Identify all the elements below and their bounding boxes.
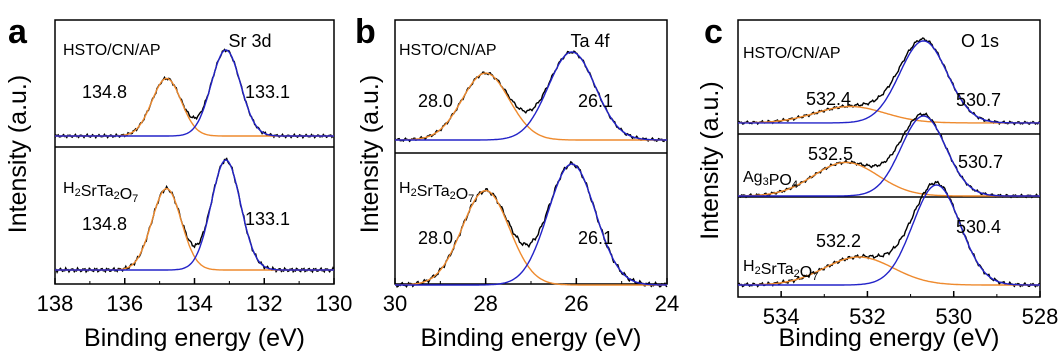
x-tick-label: 24	[655, 291, 679, 316]
formula-part: 3	[763, 176, 769, 188]
x-tick-label: 534	[763, 304, 800, 329]
plot-frame	[737, 19, 1041, 298]
fit-peak-2-line	[738, 40, 1040, 124]
sample-label: Ag3PO4	[743, 169, 798, 191]
x-axis-label: Binding energy (eV)	[84, 324, 305, 352]
fit-peak-1-line	[395, 72, 667, 141]
formula-part: 7	[812, 271, 818, 283]
peak-position-label: 26.1	[578, 91, 613, 111]
peak-position-label: 28.0	[418, 228, 453, 248]
y-axis-label: Intensity (a.u.)	[4, 75, 32, 233]
formula-part: 2	[755, 265, 761, 277]
peak-position-label: 532.2	[816, 231, 861, 251]
formula-part: 2	[114, 190, 120, 202]
x-axis-label: Binding energy (eV)	[779, 324, 1000, 352]
plot-frame	[54, 19, 335, 285]
peak-position-label: 532.4	[806, 89, 851, 109]
x-axis-label: Binding energy (eV)	[421, 324, 642, 352]
sample-label: HSTO/CN/AP	[743, 45, 841, 62]
fit-peak-2-line	[395, 51, 667, 141]
x-tick-label: 530	[935, 304, 972, 329]
x-tick-label: 28	[473, 291, 497, 316]
y-axis-label: Intensity (a.u.)	[356, 75, 384, 233]
fit-peak-1-line	[738, 161, 1040, 197]
fit-peak-2-line	[395, 163, 667, 286]
y-axis-label: Intensity (a.u.)	[696, 81, 724, 239]
formula-part: 2	[75, 187, 81, 199]
formula-part: H	[743, 258, 755, 275]
peak-position-label: 26.1	[578, 228, 613, 248]
region-title: Ta 4f	[570, 31, 610, 51]
formula-part: O	[800, 264, 812, 281]
sample-label: H2SrTa2O7	[63, 180, 138, 205]
peak-position-label: 133.1	[245, 82, 290, 102]
x-tick-label: 532	[849, 304, 886, 329]
peak-position-label: 530.7	[958, 152, 1003, 172]
x-tick-label: 136	[106, 291, 143, 316]
region-title: O 1s	[961, 31, 999, 51]
formula-part: 7	[468, 193, 474, 205]
peak-position-label: 530.4	[956, 217, 1001, 237]
fit-peak-1-line	[395, 189, 667, 286]
formula-part: SrTa	[761, 261, 794, 278]
panel-letter: a	[8, 13, 28, 51]
panel-letter: c	[704, 13, 723, 51]
formula-part: SrTa	[417, 183, 450, 200]
formula-part: Ag	[743, 169, 763, 186]
raw-spectrum-line	[54, 157, 335, 274]
formula-part: SrTa	[81, 183, 114, 200]
panel-letter: b	[355, 13, 376, 51]
formula-part: 2	[450, 190, 456, 202]
formula-part: 2	[794, 268, 800, 280]
panel-c: 534 532 530 528 Binding energy (eV) Intensity…	[696, 13, 1058, 352]
peak-position-label: 532.5	[808, 144, 853, 164]
peak-position-label: 530.7	[956, 90, 1001, 110]
fit-peak-2-line	[55, 49, 334, 137]
fit-peak-2-line	[55, 159, 334, 271]
x-tick-label: 30	[383, 291, 407, 316]
raw-spectrum-line	[394, 160, 668, 288]
formula-part: O	[120, 186, 132, 203]
sample-label: H2SrTa2O7	[399, 180, 474, 205]
fit-peak-2-line	[738, 115, 1040, 197]
x-tick-label: 132	[246, 291, 283, 316]
x-tick-label: 138	[37, 291, 74, 316]
formula-part: 2	[411, 187, 417, 199]
peak-position-label: 28.0	[418, 91, 453, 111]
sample-label: HSTO/CN/AP	[399, 42, 497, 59]
x-tick-label: 130	[316, 291, 353, 316]
formula-part: PO	[769, 172, 792, 189]
peak-position-label: 134.8	[82, 82, 127, 102]
x-tick-label: 26	[564, 291, 588, 316]
region-title: Sr 3d	[228, 31, 271, 51]
formula-part: O	[456, 186, 468, 203]
sample-label: HSTO/CN/AP	[63, 42, 161, 59]
sample-label: H2SrTa2O7	[743, 258, 818, 283]
peak-position-label: 134.8	[82, 214, 127, 234]
peak-position-label: 133.1	[245, 209, 290, 229]
formula-part: 7	[132, 193, 138, 205]
x-tick-label: 134	[176, 291, 213, 316]
fit-peak-1-line	[738, 256, 1040, 286]
panel-b: 30 28 26 24 Binding energy (eV) Intensity (a.…	[355, 13, 679, 352]
x-tick-label: 528	[1022, 304, 1059, 329]
formula-part: 4	[792, 179, 798, 191]
formula-part: H	[399, 180, 411, 197]
fit-peak-2-line	[738, 184, 1040, 286]
panel-a: 138 136 134 132 130 Binding energy (eV) Intens…	[4, 13, 352, 352]
fit-peak-1-line	[738, 105, 1040, 124]
formula-part: H	[63, 180, 75, 197]
